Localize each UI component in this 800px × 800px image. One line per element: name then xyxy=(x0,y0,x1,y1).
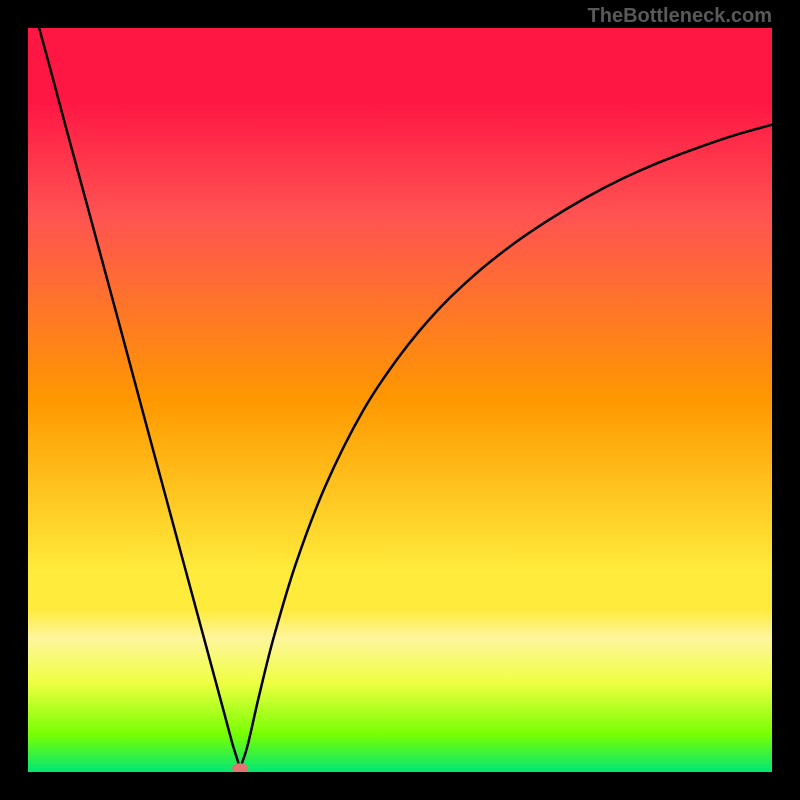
plot-area xyxy=(28,28,772,772)
chart-frame: TheBottleneck.com xyxy=(0,0,800,800)
watermark-label: TheBottleneck.com xyxy=(588,5,772,28)
bottleneck-curve-right xyxy=(240,125,772,769)
bottleneck-curve-left xyxy=(28,28,240,768)
chart-svg xyxy=(28,28,772,772)
optimal-point-marker xyxy=(232,763,248,772)
